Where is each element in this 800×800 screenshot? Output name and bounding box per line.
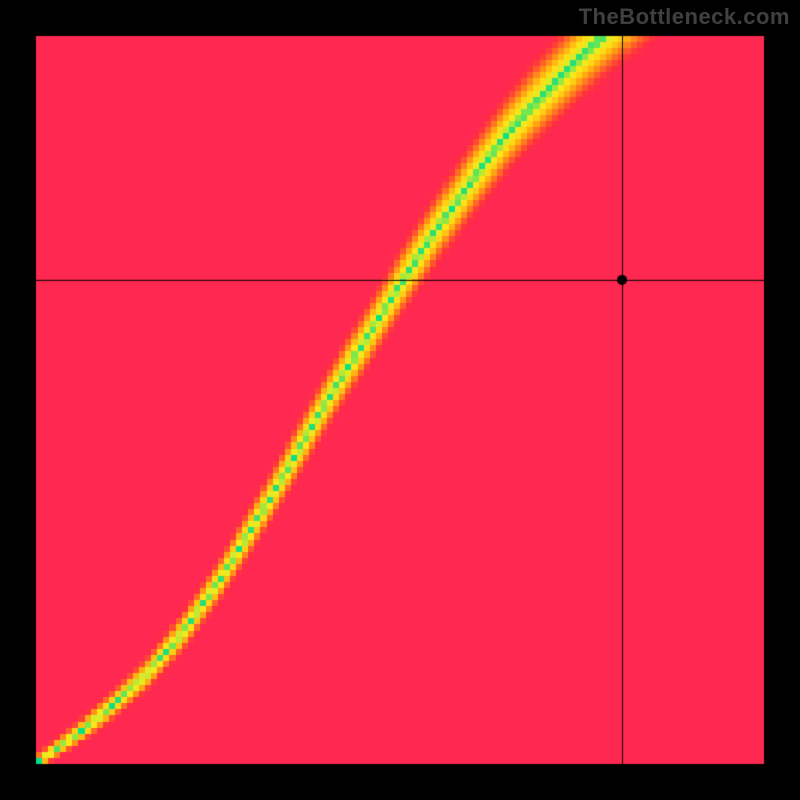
chart-container: TheBottleneck.com [0,0,800,800]
bottleneck-heatmap-canvas [0,0,800,800]
attribution-label: TheBottleneck.com [579,4,790,30]
